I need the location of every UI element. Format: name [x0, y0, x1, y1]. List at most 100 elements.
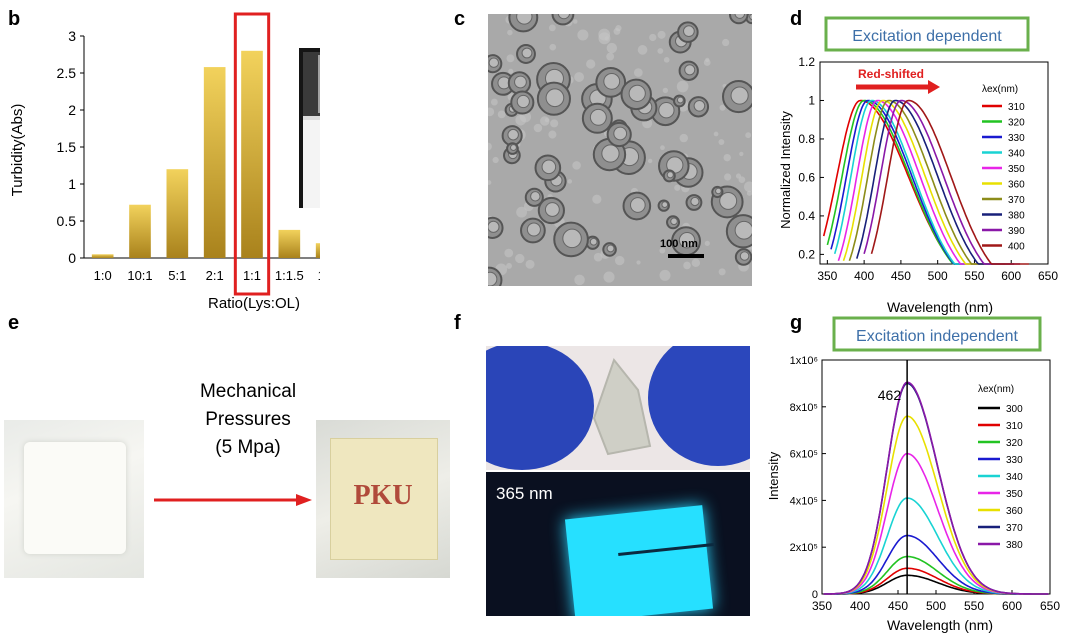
chart-b-xtick-label: 1:2 [318, 268, 320, 283]
bar-2-1 [203, 67, 226, 258]
chart-d-xtick-label: 600 [1001, 269, 1021, 283]
chart-b-ylabel: Turbidity(Abs) [9, 104, 26, 197]
uv-film-photo: 365 nm [486, 472, 750, 616]
chart-b-ytick-label: 0 [68, 250, 76, 266]
legend-label-310: 310 [1008, 102, 1025, 113]
bar-1-1 [241, 50, 263, 258]
legend-label-300: 300 [1006, 404, 1023, 415]
chart-g-xtick-label: 550 [964, 599, 984, 613]
chart-d-xtick-label: 550 [964, 269, 984, 283]
legend-label-340: 340 [1006, 472, 1023, 483]
pressure-arrow [154, 494, 312, 506]
panel-label-c: c [454, 8, 466, 30]
film-text: PKU [353, 480, 413, 511]
chart-g-ytick-label: 2x10⁵ [790, 542, 818, 554]
flexible-film-photo [486, 346, 750, 470]
chart-b-xtick-label: 10:1 [127, 268, 152, 283]
bar-1-2 [315, 243, 320, 258]
chart-d-ytick-label: 0.8 [798, 132, 815, 146]
legend-label-370: 370 [1006, 523, 1023, 534]
legend-label-350: 350 [1008, 164, 1025, 175]
cuvette-inset-photo [299, 48, 320, 208]
chart-g-title: Excitation independent [856, 328, 1018, 345]
legend-label-360: 360 [1006, 506, 1023, 517]
chart-g-ytick-label: 1x10⁶ [790, 355, 818, 367]
film-before-photo [4, 420, 144, 578]
chart-g-ytick-label: 6x10⁵ [790, 449, 818, 461]
chart-b-ytick-label: 3 [68, 28, 76, 44]
legend-label-370: 370 [1008, 195, 1025, 206]
chart-d-xlabel: Wavelength (nm) [887, 299, 993, 315]
chart-d-ytick-label: 1 [808, 93, 815, 107]
legend-label-390: 390 [1008, 226, 1025, 237]
bar-5-1 [166, 169, 189, 258]
scale-bar [668, 254, 704, 258]
chart-b-ytick-label: 2 [68, 102, 76, 118]
chart-d-ytick-label: 0.4 [798, 209, 815, 223]
chart-b: 00.511.522.53 1:010:15:12:11:11:1.51:21:… [9, 12, 320, 312]
bar-1-1-5 [278, 229, 301, 258]
pressure-line3: (5 Mpa) [215, 437, 281, 458]
uv-wavelength-label: 365 nm [496, 484, 553, 503]
chart-d-xtick-label: 450 [891, 269, 911, 283]
chart-b-xlabel: Ratio(Lys:OL) [208, 295, 300, 312]
chart-g-xtick-label: 450 [888, 599, 908, 613]
chart-g-xtick-label: 500 [926, 599, 946, 613]
legend-label-360: 360 [1008, 180, 1025, 191]
chart-b-xtick-label: 1:1 [243, 268, 261, 283]
peak-label: 462 [878, 387, 902, 403]
panel-label-b: b [8, 8, 21, 30]
chart-d-xtick-label: 500 [928, 269, 948, 283]
red-shifted-label: Red-shifted [858, 67, 924, 81]
chart-g-xtick-label: 350 [812, 599, 832, 613]
legend-label-380: 380 [1008, 211, 1025, 222]
legend-label-330: 330 [1006, 455, 1023, 466]
curve-380 [823, 381, 1049, 595]
chart-g-ytick-label: 8x10⁵ [790, 402, 818, 414]
panel-label-g: g [790, 312, 803, 334]
tem-vesicles [488, 14, 752, 286]
bar-1-0 [91, 254, 114, 258]
chart-g-ytick-label: 4x10⁵ [790, 495, 818, 507]
legend-label-310: 310 [1006, 421, 1023, 432]
chart-b-xtick-label: 5:1 [168, 268, 186, 283]
chart-g-ylabel: Intensity [766, 451, 781, 500]
chart-b-xtick-label: 1:1.5 [275, 268, 304, 283]
chart-d-xtick-label: 650 [1038, 269, 1058, 283]
legend-label-340: 340 [1008, 149, 1025, 160]
chart-d-title: Excitation dependent [852, 28, 1002, 45]
chart-g-xtick-label: 650 [1040, 599, 1060, 613]
chart-b-ytick-label: 2.5 [57, 65, 77, 81]
chart-b-xtick-label: 1:0 [94, 268, 112, 283]
chart-g-xtick-label: 400 [850, 599, 870, 613]
chart-g-legend-title: λex(nm) [978, 384, 1014, 395]
legend-label-380: 380 [1006, 540, 1023, 551]
chart-d-ylabel: Normalized Intensity [778, 111, 793, 229]
panel-label-d: d [790, 8, 803, 30]
panel-label-e: e [8, 312, 20, 334]
legend-label-350: 350 [1006, 489, 1023, 500]
pressure-line1: Mechanical [199, 381, 297, 402]
legend-label-330: 330 [1008, 133, 1025, 144]
gloved-fingers [486, 346, 750, 470]
chart-b-xtick-label: 2:1 [206, 268, 224, 283]
chart-g-ytick-label: 0 [812, 589, 818, 601]
chart-b-ytick-label: 1.5 [57, 139, 77, 155]
panel-label-f: f [454, 312, 461, 334]
chart-d-xtick-label: 350 [817, 269, 837, 283]
chart-d-ytick-label: 0.2 [798, 247, 815, 261]
curve-320 [826, 99, 991, 265]
legend-label-320: 320 [1008, 118, 1025, 129]
red-shift-arrow [856, 80, 940, 94]
chart-d-xtick-label: 400 [854, 269, 874, 283]
chart-g: Excitation independent 350 400 450 500 550 60… [766, 316, 1060, 633]
scale-bar-label: 100 nm [660, 238, 698, 250]
chart-g-title-box [832, 316, 1042, 352]
legend-label-400: 400 [1008, 242, 1025, 253]
chart-d-frame [819, 61, 1049, 265]
chart-d: Excitation dependent 350 400 450 500 550 600 6… [778, 16, 1058, 315]
curve-400 [870, 99, 1029, 265]
highlight-box [233, 12, 271, 296]
chart-d-ytick-label: 0.6 [798, 170, 815, 184]
legend-label-320: 320 [1006, 438, 1023, 449]
